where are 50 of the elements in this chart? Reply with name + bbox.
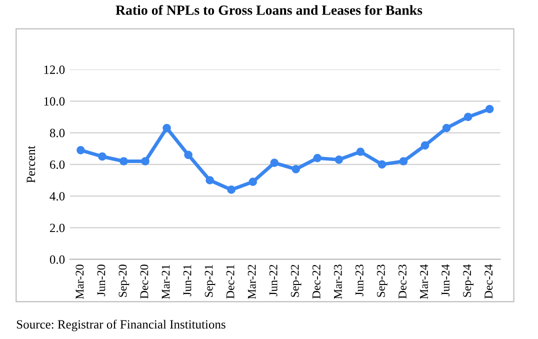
x-tick-label: Dec-21 — [226, 264, 234, 299]
chart-title: Ratio of NPLs to Gross Loans and Leases for Banks — [116, 4, 422, 15]
y-tick-label: 2.0 — [50, 224, 65, 232]
point — [248, 178, 258, 186]
x-tick-label: Jun-23 — [355, 264, 364, 296]
point — [420, 141, 430, 150]
x-tick-label: Mar-23 — [334, 264, 342, 300]
point — [227, 186, 236, 194]
x-tick-label: Mar-24 — [420, 264, 428, 300]
x-tick-label: Jun-22 — [269, 264, 278, 296]
source-note: Source: Registrar of Financial Institutions — [16, 320, 226, 332]
point — [270, 158, 279, 167]
y-tick-label: 8.0 — [50, 128, 65, 138]
y-tick-label: 10.0 — [44, 97, 65, 106]
point — [141, 157, 150, 166]
point — [76, 146, 85, 154]
x-tick-label: Sep-20 — [118, 264, 130, 297]
y-tick-label: 4.0 — [50, 192, 65, 201]
point — [292, 164, 300, 174]
point — [399, 157, 408, 166]
x-tick-label: Mar-22 — [248, 264, 256, 300]
y-tick-label: 12.0 — [44, 66, 65, 74]
point — [206, 176, 214, 184]
point — [378, 160, 386, 169]
point — [98, 152, 106, 161]
x-tick-label: Jun-21 — [183, 264, 192, 296]
x-tick-label: Dec-23 — [398, 264, 406, 299]
x-tick-label: Dec-20 — [140, 264, 148, 299]
x-tick-label: Dec-22 — [312, 264, 320, 299]
x-tick-label: Dec-24 — [484, 264, 493, 299]
point — [162, 124, 171, 132]
x-tick-label: Sep-21 — [204, 264, 216, 297]
point — [120, 157, 128, 166]
point — [334, 156, 344, 164]
x-tick-label: Jun-24 — [442, 264, 450, 296]
point — [184, 150, 192, 160]
point — [485, 104, 494, 114]
x-tick-label: Sep-23 — [377, 264, 388, 297]
x-tick-label: Sep-24 — [463, 264, 474, 297]
x-tick-label: Sep-22 — [290, 264, 302, 297]
y-tick-label: 0.0 — [50, 255, 65, 264]
y-axis-title: Percent — [26, 146, 36, 183]
x-tick-label: Mar-20 — [76, 264, 84, 300]
point — [356, 148, 365, 156]
point — [313, 154, 322, 162]
x-tick-label: Jun-20 — [97, 264, 106, 296]
y-tick-label: 6.0 — [50, 160, 65, 169]
point — [464, 112, 472, 122]
x-tick-label: Mar-21 — [162, 264, 170, 300]
point — [442, 124, 451, 132]
